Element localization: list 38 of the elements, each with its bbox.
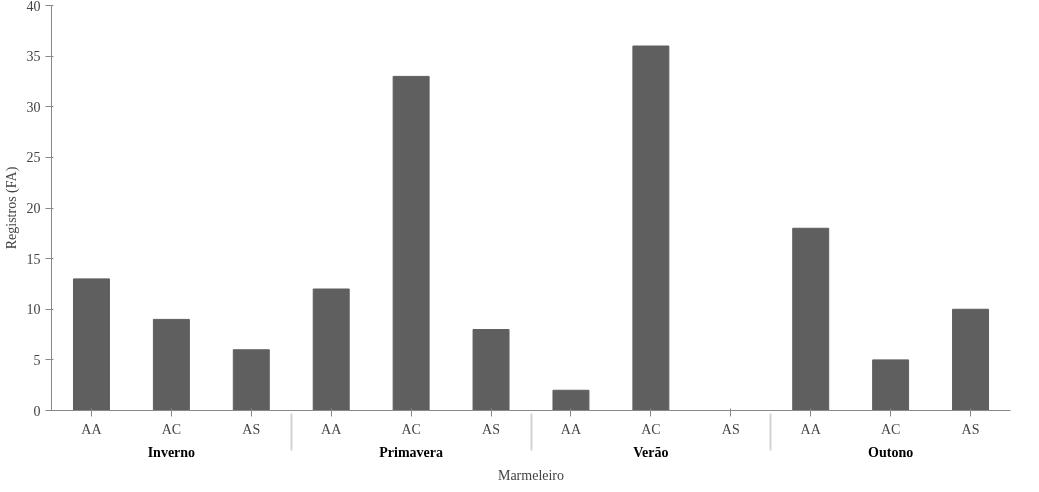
x-tick-label: AC [161,421,182,437]
x-axis-title: Marmeleiro [497,467,565,483]
x-tick-label: AA [800,421,822,437]
x-tick-label: AS [721,421,740,437]
text: Inverno [147,444,196,460]
bar [312,288,350,411]
x-tick-label: AA [321,421,343,437]
text: Primavera [379,444,443,460]
bar [232,349,270,411]
y-axis-title: Registros (FA) [3,166,20,250]
x-tick-label: AS [961,421,980,437]
x-tick-label: AS [482,421,500,437]
y-tick-label: 30 [26,99,41,115]
bar [792,227,830,411]
bar [392,75,430,411]
bar [872,359,910,411]
text: Verão [633,444,669,460]
x-tick-label: AC [641,421,661,437]
x-tick-label: AA [560,421,582,437]
y-tick-label: 35 [26,49,41,65]
bar [952,308,990,411]
x-tick-label: AA [81,421,103,437]
bar [552,389,590,411]
y-tick-label: 25 [26,150,41,166]
y-tick-label: 10 [26,302,41,318]
x-tick-label: AS [242,421,261,437]
x-tick-label: AC [401,421,421,437]
bar [152,318,190,411]
y-tick-label: 20 [26,201,41,216]
x-tick-label: AC [880,421,901,437]
y-tick-label: 40 [26,0,41,14]
bar [472,329,510,411]
text: Outono [868,444,914,460]
bar [632,45,670,411]
y-tick-label: 15 [26,251,41,267]
y-tick-label: 5 [33,352,41,368]
y-tick-label: 0 [33,403,41,419]
bar [72,278,110,411]
